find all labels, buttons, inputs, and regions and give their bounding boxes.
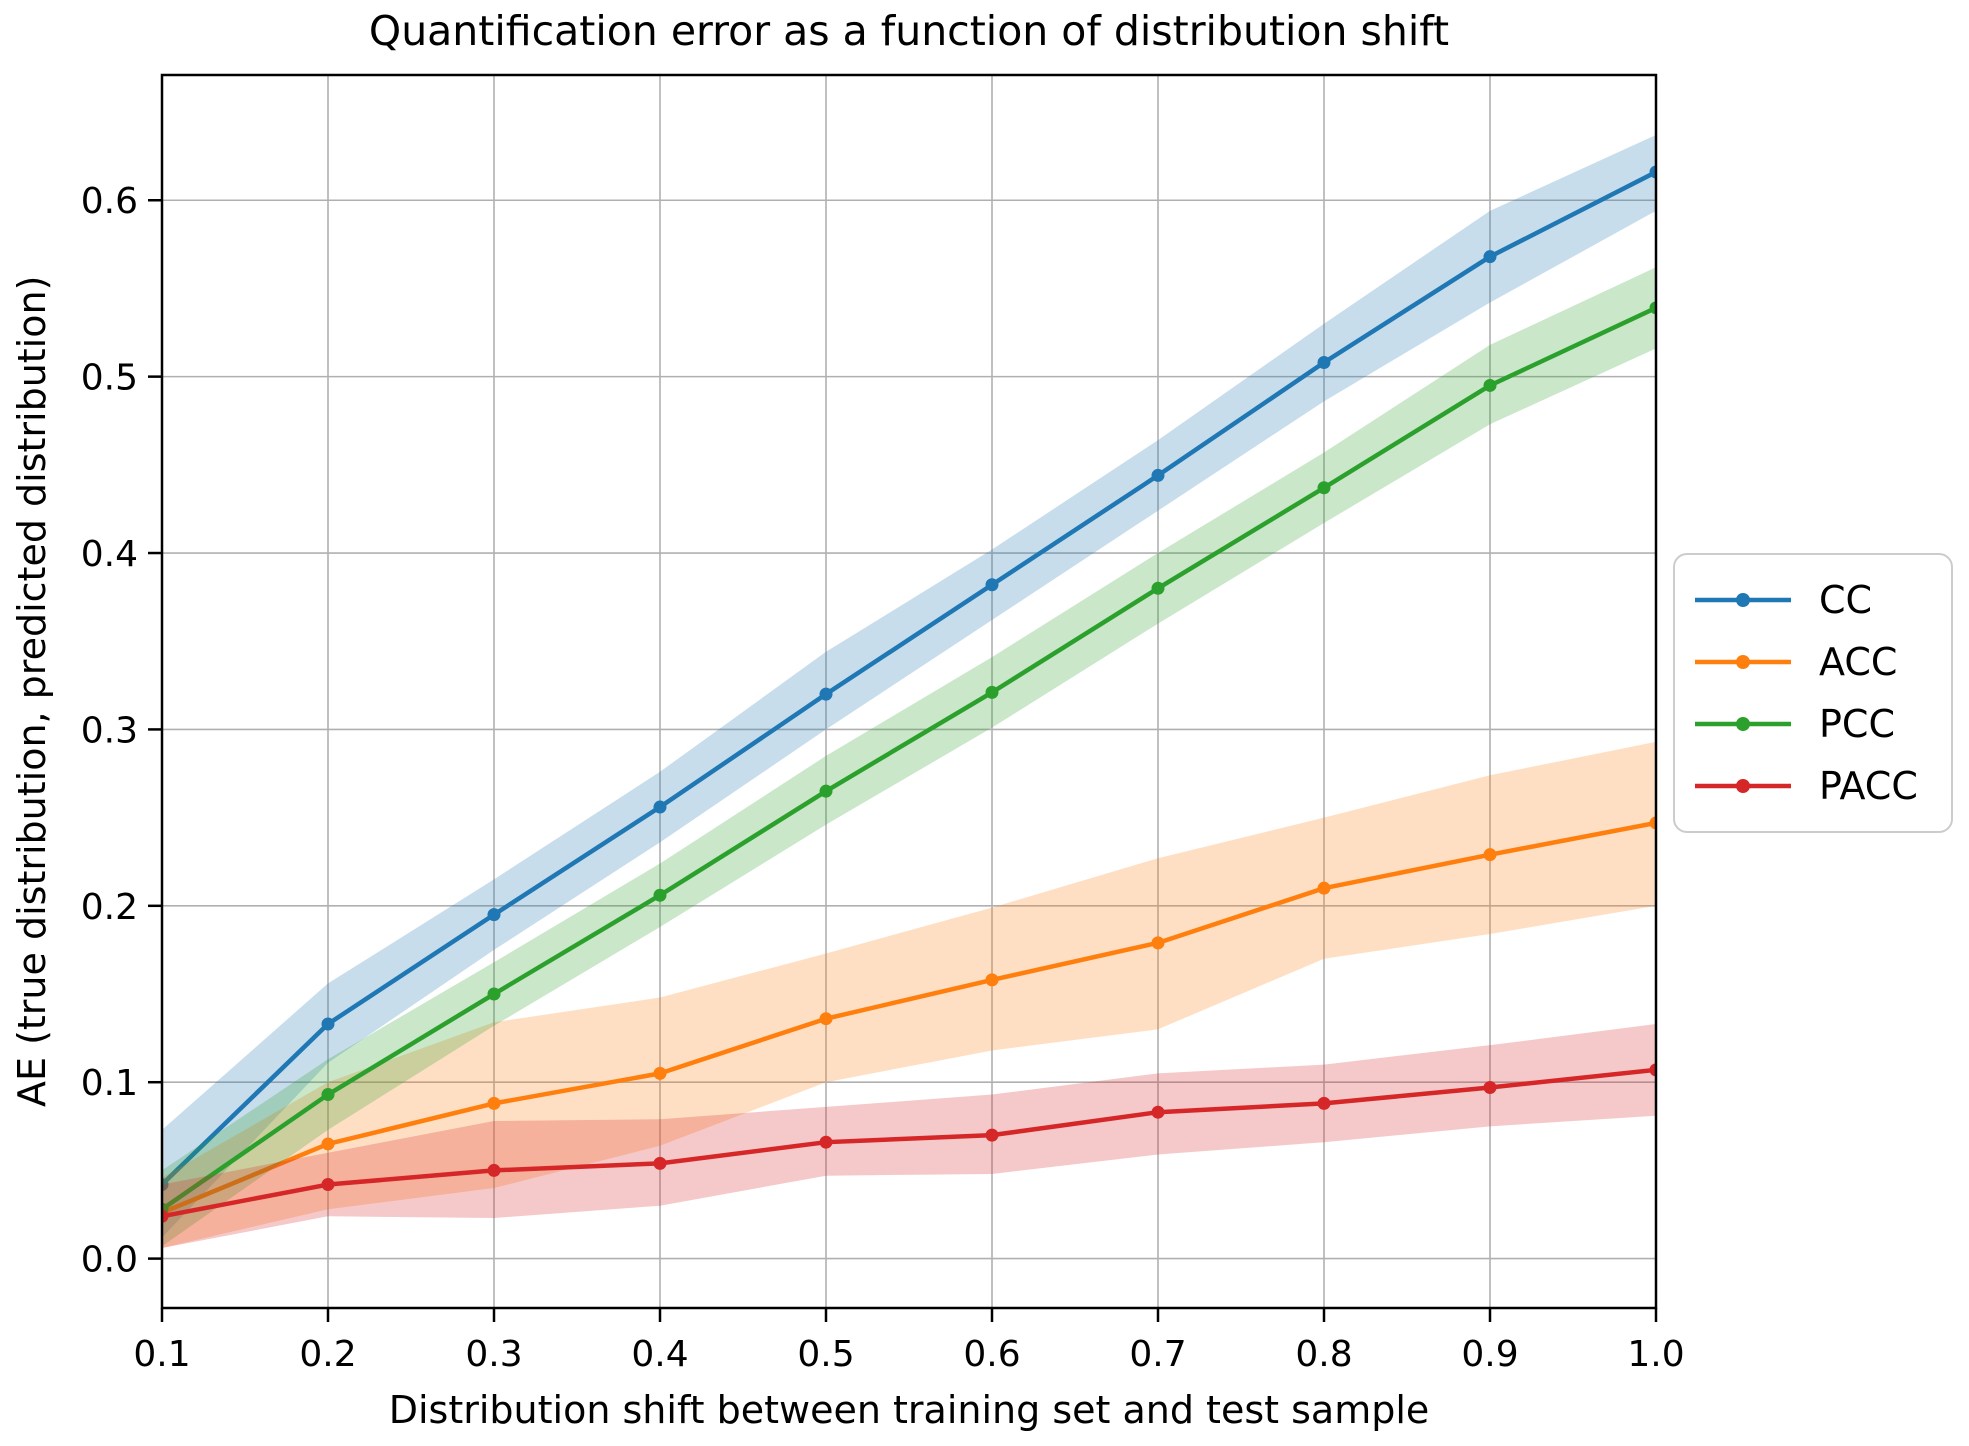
- y-tick-label: 0.6: [81, 181, 138, 222]
- y-tick-label: 0.0: [81, 1240, 138, 1281]
- marker-cc: [321, 1017, 335, 1031]
- marker-pacc: [1151, 1105, 1165, 1119]
- legend-label: PCC: [1819, 702, 1895, 746]
- y-tick-label: 0.2: [81, 887, 138, 928]
- marker-cc: [985, 578, 999, 592]
- x-tick-label: 0.9: [1461, 1334, 1518, 1375]
- marker-pacc: [321, 1178, 335, 1192]
- legend-label: PACC: [1819, 764, 1918, 808]
- marker-cc: [1483, 250, 1497, 264]
- marker-acc: [819, 1012, 833, 1026]
- marker-acc: [1317, 881, 1331, 895]
- marker-pcc: [1483, 378, 1497, 392]
- legend-line-marker-icon: [1695, 655, 1791, 669]
- marker-pcc: [487, 987, 501, 1001]
- marker-cc: [1151, 468, 1165, 482]
- legend-label: CC: [1819, 578, 1873, 622]
- marker-acc: [1151, 936, 1165, 950]
- marker-pacc: [653, 1156, 667, 1170]
- legend-item-acc: ACC: [1693, 640, 1933, 684]
- chart-title: Quantification error as a function of di…: [368, 7, 1450, 55]
- legend-label: ACC: [1819, 640, 1898, 684]
- marker-pacc: [1317, 1096, 1331, 1110]
- y-tick-label: 0.4: [81, 534, 138, 575]
- marker-acc: [1649, 816, 1656, 830]
- legend-item-pcc: PCC: [1693, 702, 1933, 746]
- legend-line-marker-icon: [1695, 779, 1791, 793]
- legend-line-marker-icon: [1695, 717, 1791, 731]
- marker-cc: [487, 908, 501, 922]
- line-cc: [162, 169, 1656, 1187]
- confidence-band-cc: [162, 134, 1656, 1238]
- marker-pacc: [162, 1209, 169, 1223]
- y-tick-label: 0.1: [81, 1063, 138, 1104]
- x-tick-label: 0.7: [1129, 1334, 1186, 1375]
- confidence-band-acc: [162, 741, 1656, 1249]
- marker-pacc: [985, 1128, 999, 1142]
- marker-pcc: [653, 888, 667, 902]
- marker-pcc: [1317, 481, 1331, 495]
- legend: CC ACC PCC PACC: [1673, 553, 1953, 833]
- axes-spines: [160, 73, 1658, 1310]
- marker-acc: [487, 1096, 501, 1110]
- line-pcc: [162, 305, 1656, 1212]
- marker-cc: [1317, 356, 1331, 370]
- marker-pcc: [819, 784, 833, 798]
- x-tick-label: 0.2: [299, 1334, 356, 1375]
- line-pacc: [162, 1067, 1656, 1219]
- y-axis-label: AE (true distribution, predicted distrib…: [10, 275, 54, 1108]
- legend-item-cc: CC: [1693, 578, 1933, 622]
- line-acc: [162, 820, 1656, 1215]
- x-tick-label: 0.1: [133, 1334, 190, 1375]
- x-tick-label: 0.4: [631, 1334, 688, 1375]
- legend-item-pacc: PACC: [1693, 764, 1933, 808]
- x-tick-label: 0.5: [797, 1334, 854, 1375]
- marker-pacc: [1649, 1063, 1656, 1077]
- x-axis-label: Distribution shift between training set …: [388, 1388, 1430, 1432]
- x-tick-label: 1.0: [1627, 1334, 1684, 1375]
- marker-pcc: [1151, 581, 1165, 595]
- x-tick-label: 0.8: [1295, 1334, 1352, 1375]
- marker-acc: [985, 973, 999, 987]
- series-layer: [162, 134, 1656, 1249]
- marker-acc: [1483, 848, 1497, 862]
- marker-pcc: [321, 1088, 335, 1102]
- marker-acc: [653, 1066, 667, 1080]
- y-tick-label: 0.3: [81, 710, 138, 751]
- marker-pacc: [487, 1163, 501, 1177]
- y-tick-label: 0.5: [81, 358, 138, 399]
- x-tick-label: 0.6: [963, 1334, 1020, 1375]
- confidence-band-pacc: [162, 1024, 1656, 1249]
- marker-pacc: [1483, 1081, 1497, 1095]
- marker-cc: [819, 687, 833, 701]
- marker-acc: [321, 1137, 335, 1151]
- marker-pcc: [1649, 301, 1656, 315]
- marker-cc: [653, 800, 667, 814]
- marker-pacc: [819, 1135, 833, 1149]
- x-tick-label: 0.3: [465, 1334, 522, 1375]
- legend-line-marker-icon: [1695, 593, 1791, 607]
- marker-cc: [1649, 165, 1656, 179]
- marker-pcc: [985, 685, 999, 699]
- marker-cc: [162, 1178, 169, 1192]
